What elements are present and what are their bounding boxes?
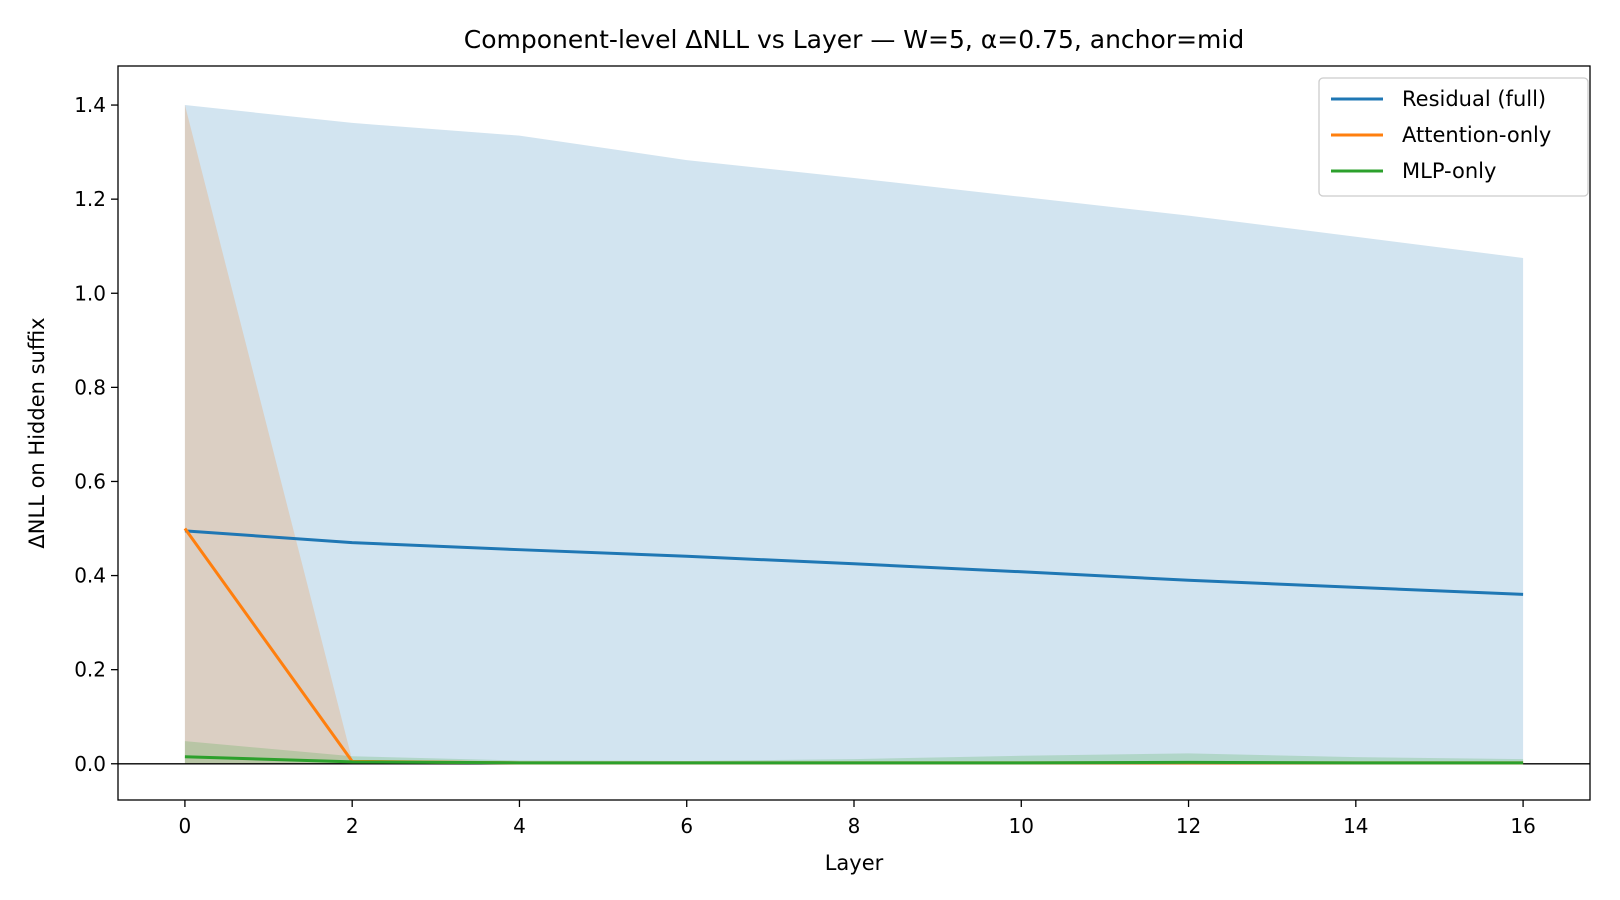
- x-axis: 0 2 4 6 8 10 12 14 16: [179, 800, 1536, 838]
- x-tick-label: 4: [513, 814, 526, 838]
- x-tick-label: 14: [1343, 814, 1368, 838]
- x-tick-label: 8: [848, 814, 861, 838]
- chart-title: Component-level ΔNLL vs Layer — W=5, α=0…: [464, 25, 1244, 54]
- x-tick-label: 12: [1176, 814, 1201, 838]
- x-tick-label: 0: [179, 814, 192, 838]
- y-tick-label: 1.2: [74, 187, 106, 211]
- y-tick-label: 0.8: [74, 375, 106, 399]
- y-axis-label: ΔNLL on Hidden suffix: [25, 317, 49, 548]
- legend-box: [1318, 77, 1589, 197]
- legend-label-mlp-only: MLP-only: [1402, 159, 1496, 183]
- y-tick-label: 0.6: [74, 469, 106, 493]
- legend-label-residual-full: Residual (full): [1402, 87, 1546, 111]
- x-tick-label: 6: [680, 814, 693, 838]
- residual-full-band: [184, 105, 1524, 764]
- mlp-only-band: [184, 741, 1524, 764]
- x-tick-label: 10: [1009, 814, 1034, 838]
- y-tick-label: 1.4: [74, 93, 106, 117]
- series-lines: [183, 527, 1524, 765]
- legend: Residual (full) Attention-only MLP-only: [1318, 77, 1589, 197]
- attention-only-band: [184, 105, 1524, 764]
- residual-full-line: [184, 529, 1524, 596]
- y-tick-label: 0.2: [74, 658, 106, 682]
- y-axis: 0.0 0.2 0.4 0.6 0.8 1.0 1.2 1.4: [74, 93, 118, 776]
- confidence-bands: [184, 105, 1524, 764]
- mlp-only-line: [184, 755, 1524, 765]
- x-axis-label: Layer: [825, 851, 884, 875]
- y-tick-label: 0.0: [74, 752, 106, 776]
- y-tick-label: 1.0: [74, 281, 106, 305]
- legend-label-attention-only: Attention-only: [1402, 123, 1551, 147]
- y-tick-label: 0.4: [74, 564, 106, 588]
- x-tick-label: 2: [346, 814, 359, 838]
- x-tick-label: 16: [1510, 814, 1535, 838]
